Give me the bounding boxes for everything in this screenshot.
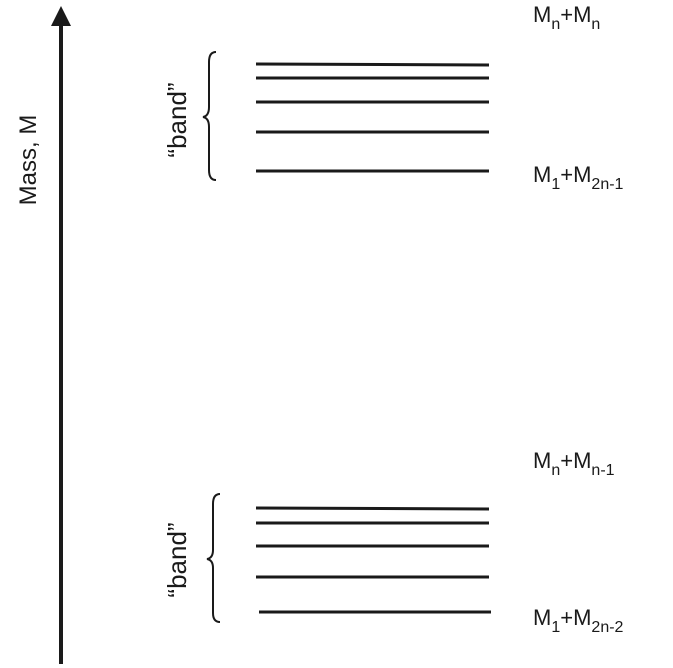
axis-arrowhead (51, 6, 71, 26)
level-label-bottom: M1+M2n-2 (533, 605, 624, 636)
lower-band (206, 493, 491, 623)
curly-brace (206, 493, 221, 623)
level-label-bottom: M1+M2n-1 (533, 162, 624, 193)
level-line (255, 62, 490, 67)
curly-brace (202, 51, 217, 181)
level-label-top: Mn+Mn (533, 2, 600, 33)
upper-band (202, 51, 490, 181)
mass-axis (51, 6, 71, 664)
axis-label: Mass, M (15, 115, 42, 206)
level-label-top: Mn+Mn-1 (533, 448, 615, 479)
band-label: “band” (162, 82, 192, 157)
level-line (255, 506, 490, 511)
band-label: “band” (162, 522, 192, 597)
